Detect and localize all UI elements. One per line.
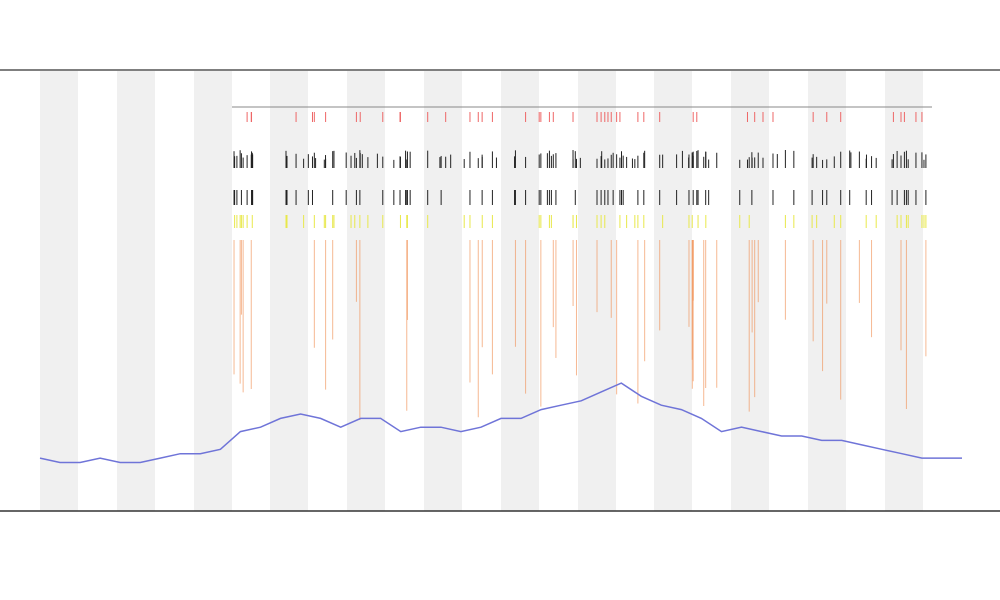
band [40, 71, 78, 511]
band [731, 71, 769, 511]
band [654, 71, 692, 511]
band [270, 71, 308, 511]
event-lines [233, 112, 927, 420]
band [501, 71, 539, 511]
band [347, 71, 385, 511]
band [424, 71, 462, 511]
band [117, 71, 155, 511]
series-line [39, 382, 962, 464]
day-bands [40, 71, 923, 511]
band [194, 71, 232, 511]
band [885, 71, 923, 511]
